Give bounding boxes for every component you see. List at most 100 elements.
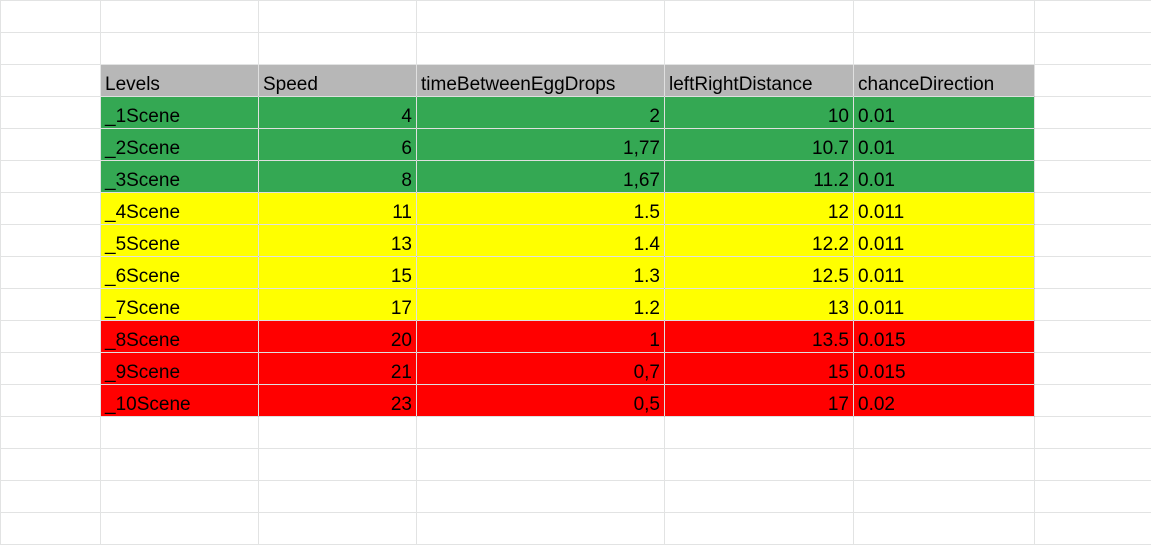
cell-left-right-distance[interactable]: 10.7 bbox=[665, 129, 854, 161]
cell-time-between-egg-drops[interactable]: 1.3 bbox=[417, 257, 665, 289]
empty-cell[interactable] bbox=[101, 513, 259, 545]
empty-cell[interactable] bbox=[1, 513, 101, 545]
empty-cell[interactable] bbox=[259, 33, 417, 65]
empty-cell[interactable] bbox=[854, 417, 1035, 449]
header-cell-left-right-distance[interactable]: leftRightDistance bbox=[665, 65, 854, 97]
empty-cell[interactable] bbox=[665, 481, 854, 513]
cell-speed[interactable]: 23 bbox=[259, 385, 417, 417]
empty-cell[interactable] bbox=[854, 1, 1035, 33]
cell-time-between-egg-drops[interactable]: 1 bbox=[417, 321, 665, 353]
cell-levels[interactable]: _10Scene bbox=[101, 385, 259, 417]
empty-cell[interactable] bbox=[101, 417, 259, 449]
cell-speed[interactable]: 4 bbox=[259, 97, 417, 129]
cell-time-between-egg-drops[interactable]: 1,67 bbox=[417, 161, 665, 193]
empty-cell[interactable] bbox=[1, 353, 101, 385]
cell-speed[interactable]: 11 bbox=[259, 193, 417, 225]
empty-cell[interactable] bbox=[417, 481, 665, 513]
cell-time-between-egg-drops[interactable]: 1.2 bbox=[417, 289, 665, 321]
cell-chance-direction[interactable]: 0.02 bbox=[854, 385, 1035, 417]
cell-time-between-egg-drops[interactable]: 1.4 bbox=[417, 225, 665, 257]
cell-left-right-distance[interactable]: 15 bbox=[665, 353, 854, 385]
empty-cell[interactable] bbox=[259, 481, 417, 513]
cell-chance-direction[interactable]: 0.015 bbox=[854, 321, 1035, 353]
empty-cell[interactable] bbox=[1, 289, 101, 321]
cell-chance-direction[interactable]: 0.011 bbox=[854, 257, 1035, 289]
cell-levels[interactable]: _5Scene bbox=[101, 225, 259, 257]
empty-cell[interactable] bbox=[1035, 257, 1151, 289]
cell-left-right-distance[interactable]: 12.5 bbox=[665, 257, 854, 289]
empty-cell[interactable] bbox=[1035, 449, 1151, 481]
empty-cell[interactable] bbox=[665, 417, 854, 449]
cell-levels[interactable]: _7Scene bbox=[101, 289, 259, 321]
empty-cell[interactable] bbox=[1035, 97, 1151, 129]
cell-chance-direction[interactable]: 0.01 bbox=[854, 129, 1035, 161]
empty-cell[interactable] bbox=[1035, 161, 1151, 193]
empty-cell[interactable] bbox=[259, 513, 417, 545]
header-cell-speed[interactable]: Speed bbox=[259, 65, 417, 97]
cell-left-right-distance[interactable]: 12 bbox=[665, 193, 854, 225]
cell-levels[interactable]: _1Scene bbox=[101, 97, 259, 129]
cell-chance-direction[interactable]: 0.015 bbox=[854, 353, 1035, 385]
cell-left-right-distance[interactable]: 12.2 bbox=[665, 225, 854, 257]
empty-cell[interactable] bbox=[1, 129, 101, 161]
cell-left-right-distance[interactable]: 13 bbox=[665, 289, 854, 321]
empty-cell[interactable] bbox=[417, 417, 665, 449]
empty-cell[interactable] bbox=[101, 481, 259, 513]
empty-cell[interactable] bbox=[101, 33, 259, 65]
cell-time-between-egg-drops[interactable]: 1,77 bbox=[417, 129, 665, 161]
empty-cell[interactable] bbox=[1035, 513, 1151, 545]
cell-speed[interactable]: 13 bbox=[259, 225, 417, 257]
empty-cell[interactable] bbox=[854, 513, 1035, 545]
empty-cell[interactable] bbox=[854, 33, 1035, 65]
empty-cell[interactable] bbox=[417, 449, 665, 481]
empty-cell[interactable] bbox=[1035, 225, 1151, 257]
cell-chance-direction[interactable]: 0.01 bbox=[854, 161, 1035, 193]
cell-time-between-egg-drops[interactable]: 2 bbox=[417, 97, 665, 129]
empty-cell[interactable] bbox=[259, 417, 417, 449]
empty-cell[interactable] bbox=[854, 481, 1035, 513]
cell-speed[interactable]: 6 bbox=[259, 129, 417, 161]
cell-left-right-distance[interactable]: 11.2 bbox=[665, 161, 854, 193]
cell-time-between-egg-drops[interactable]: 0,7 bbox=[417, 353, 665, 385]
empty-cell[interactable] bbox=[665, 513, 854, 545]
empty-cell[interactable] bbox=[665, 449, 854, 481]
empty-cell[interactable] bbox=[854, 449, 1035, 481]
empty-cell[interactable] bbox=[259, 449, 417, 481]
header-cell-levels[interactable]: Levels bbox=[101, 65, 259, 97]
cell-speed[interactable]: 8 bbox=[259, 161, 417, 193]
empty-cell[interactable] bbox=[1035, 385, 1151, 417]
empty-cell[interactable] bbox=[1035, 129, 1151, 161]
cell-levels[interactable]: _3Scene bbox=[101, 161, 259, 193]
empty-cell[interactable] bbox=[1, 97, 101, 129]
empty-cell[interactable] bbox=[417, 33, 665, 65]
cell-left-right-distance[interactable]: 10 bbox=[665, 97, 854, 129]
header-cell-time-between-egg-drops[interactable]: timeBetweenEggDrops bbox=[417, 65, 665, 97]
empty-cell[interactable] bbox=[1, 449, 101, 481]
cell-levels[interactable]: _4Scene bbox=[101, 193, 259, 225]
empty-cell[interactable] bbox=[1035, 321, 1151, 353]
cell-speed[interactable]: 17 bbox=[259, 289, 417, 321]
empty-cell[interactable] bbox=[1, 481, 101, 513]
empty-cell[interactable] bbox=[1, 417, 101, 449]
empty-cell[interactable] bbox=[1, 193, 101, 225]
empty-cell[interactable] bbox=[101, 1, 259, 33]
empty-cell[interactable] bbox=[1035, 33, 1151, 65]
empty-cell[interactable] bbox=[1035, 193, 1151, 225]
cell-left-right-distance[interactable]: 17 bbox=[665, 385, 854, 417]
empty-cell[interactable] bbox=[101, 449, 259, 481]
empty-cell[interactable] bbox=[1, 321, 101, 353]
empty-cell[interactable] bbox=[1035, 353, 1151, 385]
cell-time-between-egg-drops[interactable]: 1.5 bbox=[417, 193, 665, 225]
cell-levels[interactable]: _2Scene bbox=[101, 129, 259, 161]
empty-cell[interactable] bbox=[1, 385, 101, 417]
empty-cell[interactable] bbox=[665, 1, 854, 33]
cell-time-between-egg-drops[interactable]: 0,5 bbox=[417, 385, 665, 417]
cell-chance-direction[interactable]: 0.011 bbox=[854, 289, 1035, 321]
empty-cell[interactable] bbox=[1, 33, 101, 65]
cell-left-right-distance[interactable]: 13.5 bbox=[665, 321, 854, 353]
cell-speed[interactable]: 21 bbox=[259, 353, 417, 385]
cell-chance-direction[interactable]: 0.011 bbox=[854, 193, 1035, 225]
cell-levels[interactable]: _9Scene bbox=[101, 353, 259, 385]
empty-cell[interactable] bbox=[417, 1, 665, 33]
empty-cell[interactable] bbox=[1, 257, 101, 289]
